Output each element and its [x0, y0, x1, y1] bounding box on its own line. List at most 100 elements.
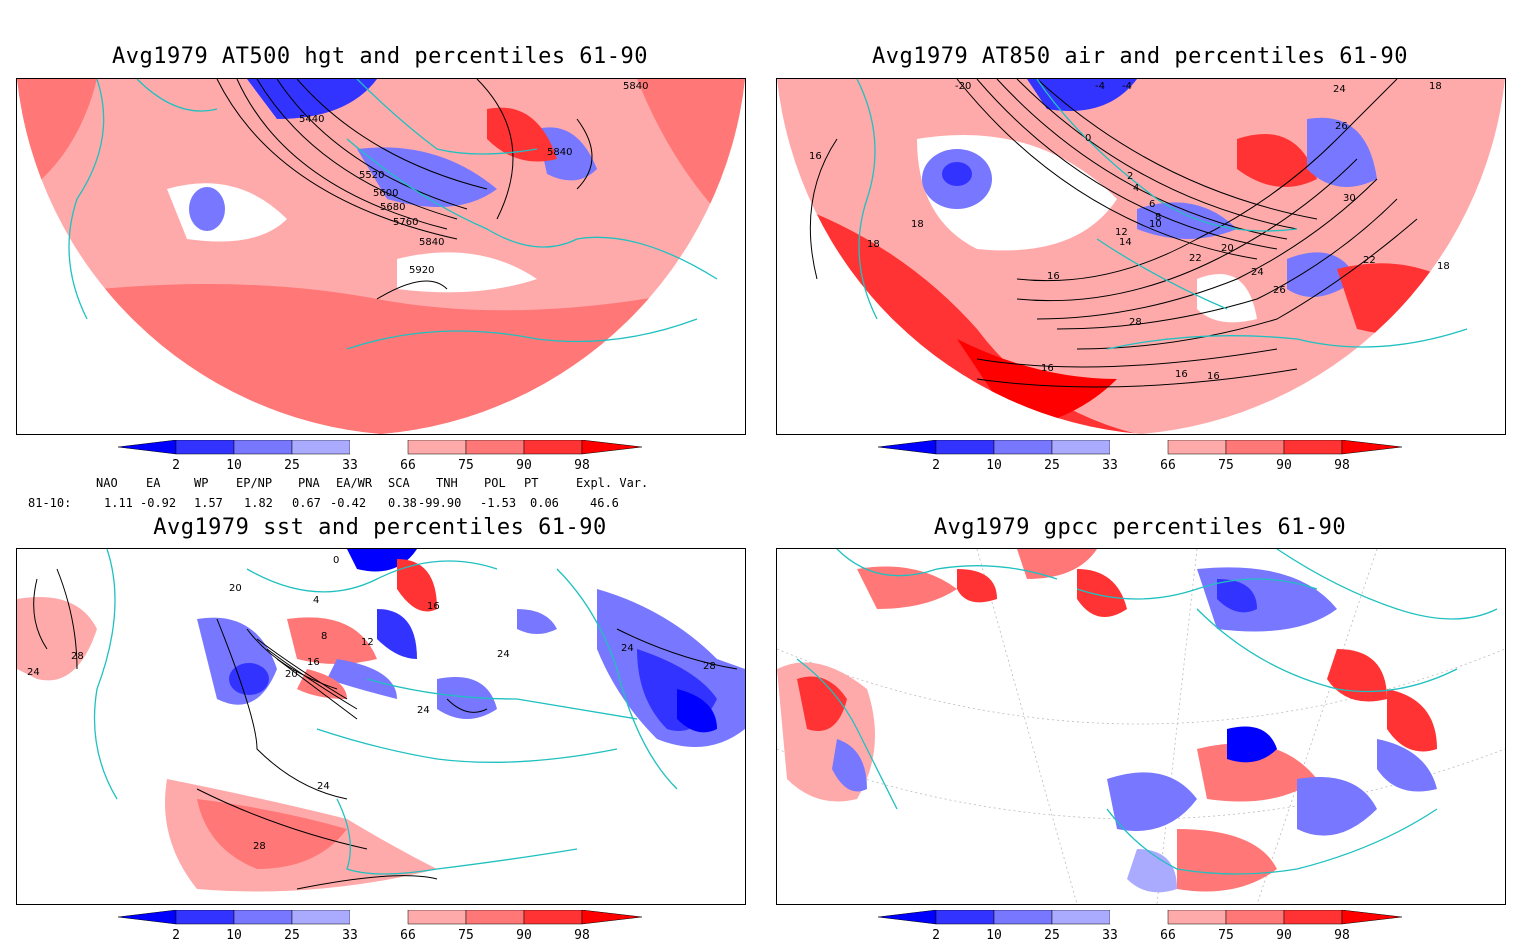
- colorbar-tick: 75: [1218, 928, 1234, 943]
- colorbar-tick: 2: [172, 458, 180, 473]
- contour-label: 24: [27, 667, 40, 678]
- contour-label: 5920: [409, 265, 434, 276]
- index-value: 1.82: [244, 496, 273, 510]
- contour-label: 8: [321, 631, 327, 642]
- index-header: PT: [524, 476, 539, 490]
- colorbar-tick: 90: [1276, 928, 1292, 943]
- index-header: WP: [194, 476, 209, 490]
- contour-label: 18: [911, 219, 924, 230]
- panel-title-top-left: Avg1979 AT500 hgt and percentiles 61-90: [111, 44, 649, 69]
- index-value: -1.53: [480, 496, 517, 510]
- colorbar-tick: 66: [1160, 928, 1176, 943]
- contour-label: 5680: [380, 202, 405, 213]
- colorbar-bottom-right: 2 10 25 33 66 75 90 98: [877, 909, 1406, 950]
- contour-label: 16: [307, 657, 320, 668]
- contour-label: 5760: [393, 217, 418, 228]
- map-panel-sst: 24 28 20 0 4 8 12 16 20 24 28 24 16 24 2…: [16, 548, 746, 905]
- colorbar-tick: 10: [226, 928, 242, 943]
- contour-label: 20: [285, 669, 298, 680]
- index-header: EA: [146, 476, 161, 490]
- contour-label: 18: [1437, 261, 1450, 272]
- colorbar-top-left: 2 10 25 33 66 75 90 98: [117, 439, 646, 480]
- colorbar-tick: 10: [986, 928, 1002, 943]
- colorbar-tick: 90: [516, 458, 532, 473]
- map-panel-air850: -20 -4 -4 24 18 26 16 18 18 16 0 2 4 6 8…: [776, 78, 1506, 435]
- contour-label: 4: [1133, 183, 1139, 194]
- index-header: NAO: [96, 476, 118, 490]
- colorbar-tick: 2: [932, 458, 940, 473]
- contour-label: 5840: [623, 81, 648, 92]
- index-header: SCA: [388, 476, 410, 490]
- index-value: 46.6: [590, 496, 619, 510]
- colorbar-tick: 98: [574, 458, 590, 473]
- teleconnection-index-table: NAO EA WP EP/NP PNA EA/WR SCA TNH POL PT…: [28, 476, 728, 516]
- contour-label: 26: [1335, 121, 1348, 132]
- contour-label: 16: [1047, 271, 1060, 282]
- contour-label: -4: [1122, 81, 1132, 92]
- index-value: -99.90: [418, 496, 462, 510]
- panel-title-bottom-right: Avg1979 gpcc percentiles 61-90: [933, 515, 1347, 540]
- contour-label: 30: [1343, 193, 1356, 204]
- colorbar-tick: 10: [226, 458, 242, 473]
- contour-label: 24: [317, 781, 330, 792]
- contour-label: 12: [361, 637, 374, 648]
- index-value: -0.42: [330, 496, 367, 510]
- index-values-row: 81-10: 1.11 -0.92 1.57 1.82 0.67 -0.42 0…: [28, 496, 728, 516]
- colorbar-tick: 33: [342, 458, 358, 473]
- contour-label: 22: [1363, 255, 1376, 266]
- colorbar-tick: 66: [400, 458, 416, 473]
- colorbar-tick: 90: [1276, 458, 1292, 473]
- colorbar-tick: 75: [1218, 458, 1234, 473]
- colorbar-tick: 75: [458, 458, 474, 473]
- contour-label: 20: [229, 583, 242, 594]
- index-value: 1.11: [104, 496, 133, 510]
- contour-label: 16: [809, 151, 822, 162]
- contour-label: 24: [621, 643, 634, 654]
- contour-label: -20: [955, 81, 971, 92]
- index-header: POL: [484, 476, 506, 490]
- contour-label: 5440: [299, 114, 324, 125]
- colorbar-tick: 33: [1102, 928, 1118, 943]
- index-value: -0.92: [140, 496, 177, 510]
- contour-label: 5600: [373, 188, 398, 199]
- contour-label: 4: [313, 595, 319, 606]
- colorbar-tick: 25: [284, 928, 300, 943]
- index-header: PNA: [298, 476, 320, 490]
- index-value: 0.67: [292, 496, 321, 510]
- contour-label: 0: [1085, 133, 1091, 144]
- index-header: EP/NP: [236, 476, 273, 490]
- colorbar-tick: 2: [932, 928, 940, 943]
- contour-label: 20: [1221, 243, 1234, 254]
- contour-label: 12: [1115, 227, 1128, 238]
- colorbar-bottom-left: 2 10 25 33 66 75 90 98: [117, 909, 646, 950]
- index-header: TNH: [436, 476, 458, 490]
- contour-label: 18: [1429, 81, 1442, 92]
- colorbar-tick: 25: [284, 458, 300, 473]
- colorbar-top-right: 2 10 25 33 66 75 90 98: [877, 439, 1406, 480]
- contour-label: 2: [1127, 171, 1133, 182]
- colorbar-tick: 2: [172, 928, 180, 943]
- contour-label: 28: [1129, 317, 1142, 328]
- contour-label: 8: [1155, 212, 1161, 223]
- panel-title-bottom-left: Avg1979 sst and percentiles 61-90: [153, 515, 607, 540]
- colorbar-tick: 66: [400, 928, 416, 943]
- contour-label: 24: [497, 649, 510, 660]
- map-panel-gpcc: [776, 548, 1506, 905]
- panel-title-top-right: Avg1979 AT850 air and percentiles 61-90: [871, 44, 1409, 69]
- contour-label: 28: [253, 841, 266, 852]
- colorbar-tick: 25: [1044, 928, 1060, 943]
- contour-label: 22: [1189, 253, 1202, 264]
- colorbar-tick: 98: [574, 928, 590, 943]
- contour-label: 6: [1149, 199, 1155, 210]
- index-header: Expl. Var.: [576, 476, 649, 490]
- contour-label: 24: [1333, 84, 1346, 95]
- index-header: EA/WR: [336, 476, 373, 490]
- colorbar-tick: 75: [458, 928, 474, 943]
- contour-label: 0: [333, 555, 339, 566]
- index-value: 0.06: [530, 496, 559, 510]
- colorbar-tick: 90: [516, 928, 532, 943]
- contour-label: 28: [71, 651, 84, 662]
- contour-label: 18: [867, 239, 880, 250]
- contour-label: 16: [1041, 363, 1054, 374]
- contour-label: 10: [1149, 219, 1162, 230]
